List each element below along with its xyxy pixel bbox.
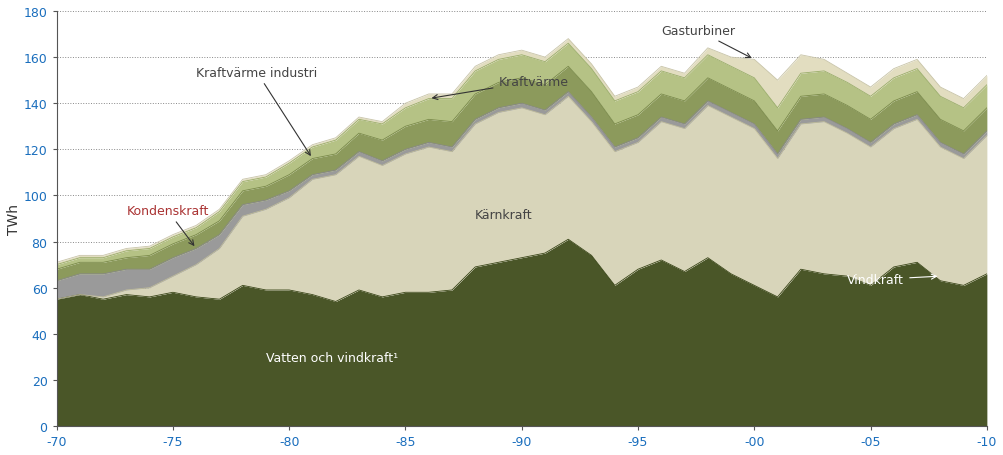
Text: Kraftvärme: Kraftvärme <box>432 76 568 101</box>
Text: Kondenskraft: Kondenskraft <box>126 204 209 246</box>
Y-axis label: TWh: TWh <box>7 203 21 234</box>
Text: Kraftvärme industri: Kraftvärme industri <box>196 66 317 156</box>
Text: Vatten och vindkraft¹: Vatten och vindkraft¹ <box>266 352 397 364</box>
Text: Gasturbiner: Gasturbiner <box>661 25 750 58</box>
Text: Kärnkraft: Kärnkraft <box>474 209 533 222</box>
Text: Vindkraft: Vindkraft <box>847 273 936 287</box>
